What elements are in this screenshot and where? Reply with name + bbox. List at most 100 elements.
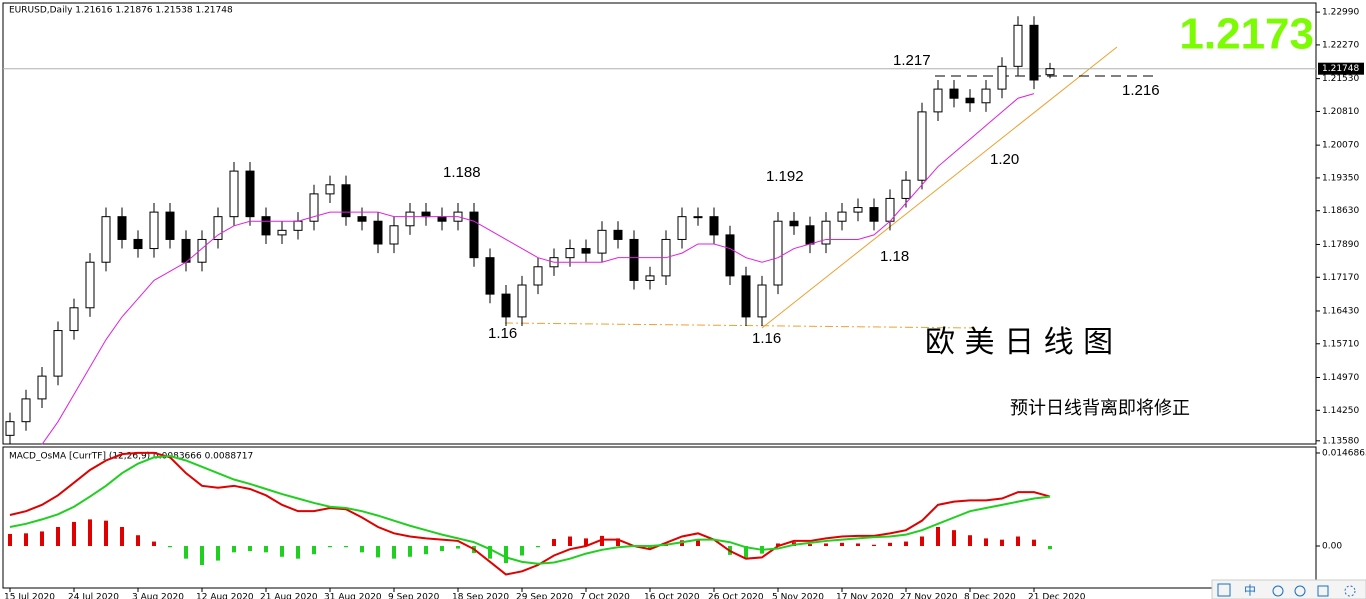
histogram-bar [200, 546, 204, 566]
histogram-bar [264, 546, 268, 553]
candle-body [709, 216, 719, 236]
x-tick-label: 21 Dec 2020 [1028, 593, 1086, 599]
candle-body [581, 248, 591, 254]
histogram-bar [40, 531, 44, 547]
x-tick-label: 5 Nov 2020 [772, 593, 824, 599]
histogram-bar [904, 541, 908, 547]
histogram-bar [648, 546, 652, 550]
histogram-bar [504, 546, 508, 564]
candle-body [165, 211, 175, 240]
candle-body [357, 216, 367, 222]
candle-body [485, 257, 495, 295]
x-tick-label: 8 Dec 2020 [964, 593, 1016, 599]
candle-body [149, 211, 159, 250]
histogram-bar [24, 533, 28, 547]
tray-icon[interactable] [1317, 585, 1329, 597]
current-price-box [1318, 62, 1364, 75]
histogram-bar [984, 538, 988, 547]
histogram-bar [456, 546, 460, 549]
candle-body [405, 211, 415, 227]
annotation: 1.217 [893, 52, 931, 69]
candle-body [821, 220, 831, 245]
histogram-bar [1000, 539, 1004, 547]
system-tray: 中 [1211, 579, 1366, 599]
candle-body [597, 229, 607, 254]
candle-body [789, 220, 799, 227]
current-price-label: 1.21748 [1322, 64, 1359, 74]
y-tick-label: 1.20810 [1322, 107, 1359, 117]
x-tick-label: 21 Aug 2020 [260, 593, 318, 599]
x-tick-label: 3 Aug 2020 [132, 593, 184, 599]
histogram-bar [296, 546, 300, 559]
histogram-bar [744, 546, 748, 558]
candle-body [869, 207, 879, 222]
x-tick-label: 26 Oct 2020 [708, 593, 764, 599]
histogram-bar [616, 538, 620, 547]
tray-icon[interactable] [1344, 585, 1356, 597]
candle-body [773, 220, 783, 286]
histogram-bar [72, 521, 76, 547]
tray-icon[interactable] [1217, 583, 1231, 597]
candle-body [1045, 68, 1055, 76]
histogram-bar [824, 543, 828, 547]
histogram-bar [488, 546, 492, 559]
histogram-bar [184, 546, 188, 559]
trend-line [761, 46, 1118, 329]
candle-body [37, 375, 47, 400]
histogram-bar [360, 546, 364, 553]
macd-line [9, 455, 1051, 565]
histogram-bar [232, 546, 236, 553]
histogram-bar [168, 546, 172, 548]
tray-icon[interactable] [1272, 585, 1284, 597]
x-tick-label: 31 Aug 2020 [324, 593, 382, 599]
histogram-bar [312, 546, 316, 555]
histogram-bar [696, 539, 700, 547]
tray-bar [1211, 579, 1366, 599]
annotation: 1.192 [766, 168, 804, 185]
histogram-bar [8, 533, 12, 547]
candle-body [533, 266, 543, 286]
candle-body [981, 88, 991, 104]
histogram-bar [872, 544, 876, 547]
candle-body [949, 88, 959, 99]
y-tick-label: 1.22270 [1322, 40, 1359, 50]
candle-body [5, 421, 15, 436]
histogram-bar [328, 546, 332, 548]
candle-body [901, 179, 911, 199]
y-tick-label: 1.15710 [1322, 339, 1359, 349]
candle-body [757, 284, 767, 318]
candle-body [245, 170, 255, 218]
x-tick-label: 27 Nov 2020 [900, 593, 958, 599]
histogram-bar [392, 546, 396, 559]
candle-body [309, 193, 319, 222]
candle-body [1029, 24, 1039, 81]
x-tick-label: 17 Nov 2020 [836, 593, 894, 599]
candle-body [213, 216, 223, 240]
ma-line [41, 93, 1035, 445]
tray-icon[interactable] [1294, 585, 1306, 597]
y-tick-label: 1.14970 [1322, 373, 1359, 383]
tray-icon[interactable]: 中 [1244, 583, 1256, 598]
annotation: 1.16 [752, 330, 781, 347]
chart-header: EURUSD,Daily 1.21616 1.21876 1.21538 1.2… [9, 6, 233, 16]
histogram-bar [152, 541, 156, 547]
y-tick-label: 1.20070 [1322, 141, 1359, 151]
candle-body [21, 398, 31, 423]
candle-body [517, 284, 527, 318]
histogram-bar [1016, 536, 1020, 547]
candle-body [437, 216, 447, 222]
support-line [504, 322, 976, 329]
big-price: 1.2173 [1179, 10, 1314, 59]
histogram-bar [936, 527, 940, 547]
candle-body [837, 211, 847, 222]
histogram-bar [1032, 539, 1036, 547]
histogram-bar [344, 546, 348, 548]
y-tick-label: 1.17890 [1322, 240, 1359, 250]
histogram-bar [216, 546, 220, 561]
x-tick-label: 16 Oct 2020 [644, 593, 700, 599]
candle-body [101, 216, 111, 263]
y-tick-label: 1.14250 [1322, 406, 1359, 416]
candle-body [389, 225, 399, 245]
histogram-bar [536, 546, 540, 548]
y-tick-label: 1.18630 [1322, 206, 1359, 216]
